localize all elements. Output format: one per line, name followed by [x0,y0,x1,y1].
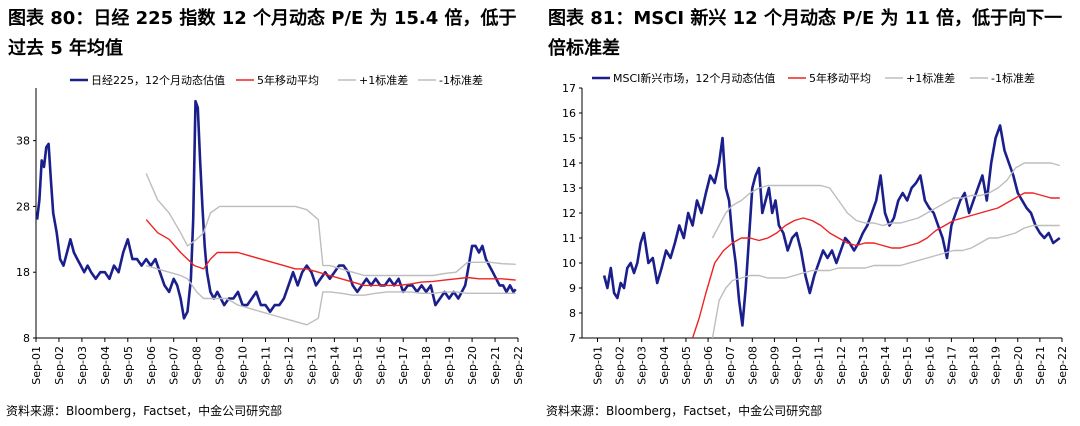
x-tick-label: Sep-08 [191,346,204,385]
x-tick-label: Sep-18 [968,346,981,385]
chart-svg: 8 18 28 38 Sep-01 Sep-02 Sep-03 Sep-04 Sep-05 Sep… [16,73,525,385]
x-tick-label: Sep-22 [512,346,525,385]
x-tick-label: Sep-06 [145,346,158,385]
y-tick-label: 17 [562,82,576,95]
y-tick-label: 18 [16,266,30,279]
plus-1-std-line [145,173,516,277]
y-tick-label: 15 [562,132,576,145]
x-tick-label: Sep-03 [76,346,89,385]
x-tick-label: Sep-12 [282,346,295,385]
legend-label: 5年移动平均 [257,73,319,87]
plus-1-std-line [711,162,1060,239]
x-tick-label: Sep-07 [724,346,737,385]
x-tick-label: Sep-08 [746,346,759,385]
y-tick-label: 38 [16,135,30,148]
chart-panel-left: 图表 80：日经 225 指数 12 个月动态 P/E 为 15.4 倍，低于过… [6,8,525,418]
x-tick-label: Sep-04 [99,346,112,385]
x-tick-label: Sep-01 [591,346,604,385]
x-tick-label: Sep-09 [214,346,227,385]
x-tick-label: Sep-17 [945,346,958,385]
y-tick-label: 10 [562,257,576,270]
x-tick-label: Sep-17 [397,346,410,385]
x-tick-label: Sep-05 [680,346,693,385]
legend-label: 5年移动平均 [809,71,871,85]
legend-label: 日经225，12个月动态估值 [91,74,225,87]
chart-source: 资料来源：Bloomberg，Factset，中金公司研究部 [6,404,283,418]
x-tick-label: Sep-02 [614,346,627,385]
x-tick-label: Sep-21 [489,346,502,385]
chart-source: 资料来源：Bloomberg，Factset，中金公司研究部 [546,404,823,418]
x-tick-label: Sep-15 [351,346,364,385]
series-group [602,124,1061,338]
series-group [36,99,517,326]
legend-label: -1标准差 [991,71,1035,85]
y-tick-label: 8 [569,307,576,320]
y-tick-label: 16 [562,107,576,120]
y-tick-label: 9 [569,282,576,295]
x-tick-label: Sep-18 [420,346,433,385]
x-tick-label: Sep-12 [835,346,848,385]
x-tick-label: Sep-04 [658,346,671,385]
x-tick-label: Sep-11 [260,346,273,385]
pe-series-line [602,124,1061,327]
y-tick-label: 14 [562,157,576,170]
y-tick-label: 12 [562,207,576,220]
y-tick-label: 7 [569,332,576,345]
y-tick-label: 28 [16,200,30,213]
x-tick-label: Sep-21 [1034,346,1047,385]
x-tick-label: Sep-14 [879,346,892,385]
legend-label: +1标准差 [906,71,955,85]
x-tick-label: Sep-16 [923,346,936,385]
x-tick-label: Sep-10 [237,346,250,385]
moving-average-line [691,192,1060,338]
x-tick-label: Sep-05 [122,346,135,385]
legend-label: -1标准差 [439,73,483,87]
x-tick-label: Sep-02 [53,346,66,385]
y-tick-label: 8 [23,332,30,345]
y-tick-label: 13 [562,182,576,195]
y-tick-label: 11 [562,232,576,245]
chart-panel-right: 图表 81：MSCI 新兴 12 个月动态 P/E 为 11 倍，低于向下一倍标… [540,0,1080,426]
pe-series-line [36,99,517,320]
legend-label: +1标准差 [359,73,408,87]
x-tick-label: Sep-22 [1056,346,1069,385]
moving-average-line [145,219,516,287]
x-tick-label: Sep-06 [702,346,715,385]
x-tick-label: Sep-16 [374,346,387,385]
x-tick-label: Sep-15 [901,346,914,385]
chart-title: 图表 81：MSCI 新兴 12 个月动态 P/E 为 11 倍，低于向下一倍标… [548,8,1063,59]
x-tick-label: Sep-11 [813,346,826,385]
x-tick-label: Sep-14 [328,346,341,385]
x-tick-label: Sep-19 [443,346,456,385]
x-tick-label: Sep-20 [1012,346,1025,385]
x-tick-label: Sep-10 [791,346,804,385]
x-tick-label: Sep-03 [636,346,649,385]
x-tick-label: Sep-20 [466,346,479,385]
x-tick-label: Sep-01 [30,346,43,385]
x-tick-label: Sep-13 [305,346,318,385]
minus-1-std-line [146,264,516,326]
minus-1-std-line [711,224,1060,338]
x-tick-label: Sep-19 [990,346,1003,385]
x-tick-label: Sep-09 [768,346,781,385]
legend-label: MSCI新兴市场，12个月动态估值 [613,71,775,85]
chart-title: 图表 80：日经 225 指数 12 个月动态 P/E 为 15.4 倍，低于过… [8,8,517,59]
x-tick-label: Sep-07 [168,346,181,385]
chart-svg: 7 8 9 10 11 12 13 14 15 16 17 Sep-01 Sep-02 Sep-03 Sep… [562,71,1069,385]
x-tick-label: Sep-13 [857,346,870,385]
